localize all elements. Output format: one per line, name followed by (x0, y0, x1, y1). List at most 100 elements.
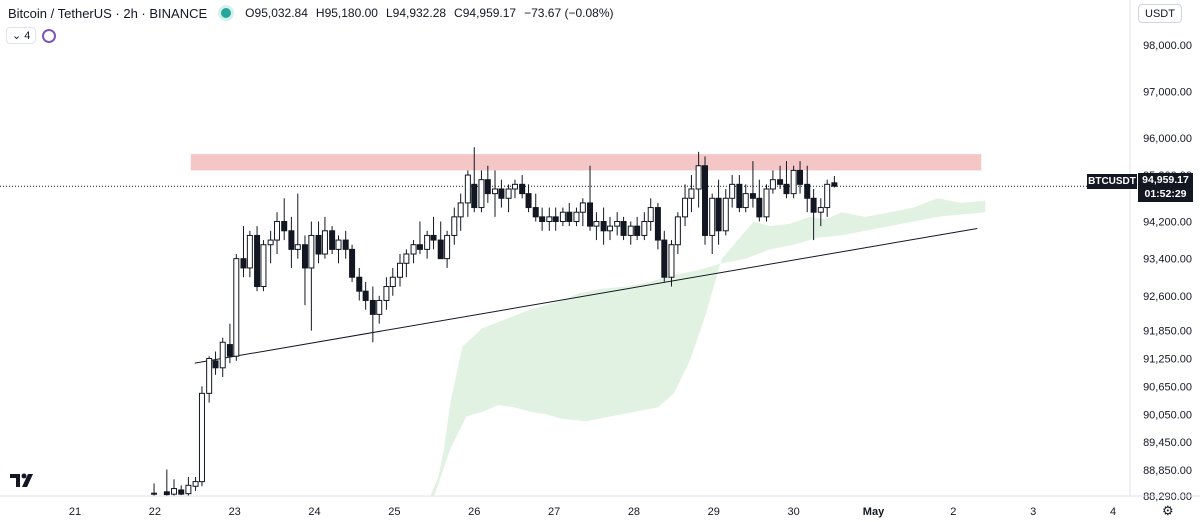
candle (505, 184, 512, 213)
candle (769, 170, 776, 194)
badge-price-box: 94,959.17 01:52:29 (1138, 173, 1193, 202)
candle (171, 479, 178, 496)
price-tick-label: 88,850.00 (1143, 465, 1192, 477)
candle (315, 221, 322, 264)
candle-body (620, 220, 627, 236)
candle-body (729, 183, 736, 199)
price-tick-label: 91,250.00 (1143, 354, 1192, 366)
candle (206, 356, 213, 403)
candle (457, 193, 464, 231)
candle (525, 184, 532, 213)
candle (695, 151, 702, 208)
price-tick-label: 93,400.00 (1143, 254, 1192, 266)
currency-select[interactable]: USDT (1138, 4, 1182, 23)
candle (437, 221, 444, 260)
candle-body (593, 220, 600, 227)
candle-body (559, 211, 566, 222)
ohlc-low: L94,932.28 (386, 6, 446, 20)
candle (709, 193, 716, 255)
ohlc-high-value: 95,180.00 (324, 6, 378, 20)
candle-body (254, 234, 261, 288)
candle (573, 207, 580, 227)
symbol-title[interactable]: Bitcoin / TetherUS · 2h · BINANCE (8, 5, 208, 21)
candle-body (301, 244, 308, 269)
candle (661, 230, 668, 282)
candle (729, 175, 736, 208)
candle-body (389, 276, 396, 288)
candle-body (424, 234, 431, 250)
candle-body (471, 183, 478, 209)
ohlc-close: C94,959.17 (454, 6, 516, 20)
candle (389, 267, 396, 296)
candle-body (532, 207, 539, 218)
candle (478, 170, 485, 213)
candle (444, 230, 451, 268)
indicator-bar: ⌄ 4 (6, 27, 57, 44)
price-axis[interactable]: 98,000.0097,000.0096,000.0095,200.0094,2… (1129, 0, 1192, 503)
candle (627, 221, 634, 245)
candle (288, 216, 295, 268)
candle-body (749, 193, 756, 199)
candle (600, 207, 607, 245)
candle-body (790, 169, 797, 195)
ichimoku-cloud-layer (430, 198, 986, 497)
candle-body (342, 239, 349, 250)
time-tick-label: 29 (708, 506, 720, 518)
candle (715, 179, 722, 245)
candle (198, 386, 205, 487)
candle-body (804, 183, 811, 199)
candle-body (185, 484, 192, 495)
candle-body (260, 244, 267, 288)
candle-body (281, 220, 288, 232)
market-status-icon (221, 8, 232, 18)
candle (654, 202, 661, 250)
price-tick-label: 91,850.00 (1143, 326, 1192, 338)
time-tick-label: 26 (468, 506, 480, 518)
candle (356, 267, 363, 301)
candle-body (505, 188, 512, 199)
ohlc-low-value: 94,932.28 (392, 6, 447, 20)
price-change: −73.67 (−0.08%) (524, 6, 614, 20)
candle-body (267, 239, 274, 246)
ohlc-open: O95,032.84 (245, 6, 308, 20)
candle-body (457, 202, 464, 218)
candle-body (178, 489, 185, 495)
tradingview-logo-icon[interactable] (10, 472, 38, 488)
candle-body (198, 392, 205, 483)
candle-body (246, 234, 253, 269)
candle (464, 170, 471, 217)
candle-body (566, 211, 573, 222)
candle-body (478, 179, 485, 209)
candle (294, 193, 301, 259)
ichimoku-cloud (430, 198, 986, 497)
candle (151, 483, 158, 496)
indicator-sync-icon[interactable] (42, 28, 57, 43)
candle-body (674, 216, 681, 246)
ohlc-high-key: H (315, 6, 325, 20)
candle-body (525, 193, 532, 209)
candle-body (742, 193, 749, 209)
indicators-toggle-button[interactable]: ⌄ 4 (6, 27, 37, 44)
candle-body (668, 244, 675, 278)
price-tick-label: 98,000.00 (1143, 40, 1192, 52)
candle-body (376, 299, 383, 315)
candle (620, 216, 627, 241)
candle-body (410, 244, 417, 255)
candle (246, 230, 253, 278)
candle-body (722, 197, 729, 232)
candle-body (308, 234, 315, 269)
time-tick-label: 28 (628, 506, 640, 518)
settings-gear-icon[interactable]: ⚙ (1162, 503, 1174, 518)
candle-body (763, 188, 770, 218)
candle (240, 226, 247, 278)
candle (260, 240, 267, 292)
candle-body (403, 253, 410, 264)
candle-body (546, 216, 553, 222)
candle (226, 323, 233, 364)
candle-body (756, 197, 763, 218)
support-trendline (194, 227, 978, 364)
candle-body (396, 262, 403, 278)
time-axis[interactable]: 21 22 23 24 25 26 27 28 29 30 May 2 3 4 (0, 495, 1200, 518)
candle-body (151, 492, 158, 495)
